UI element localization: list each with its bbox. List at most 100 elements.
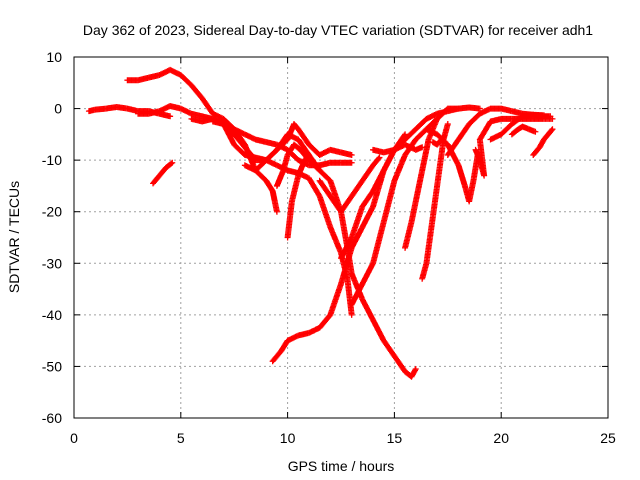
data-segment: [412, 168, 425, 205]
data-segment: [530, 145, 542, 158]
data-segment: [291, 141, 303, 152]
x-tick-label: 25: [600, 430, 616, 446]
data-segment: [177, 72, 194, 88]
data-segment: [370, 317, 387, 343]
series-track-d: [150, 159, 176, 187]
data-segment: [508, 127, 521, 138]
data-point: [348, 151, 355, 158]
series-track-l: [338, 131, 409, 262]
data-segment: [338, 246, 355, 287]
data-segment: [295, 136, 312, 157]
data-segment: [241, 144, 258, 163]
data-segment: [220, 121, 237, 137]
series-track-j: [284, 151, 312, 241]
data-segment: [434, 106, 450, 122]
data-segment: [455, 122, 472, 143]
series-track-t: [472, 115, 556, 179]
series-track-n: [370, 141, 426, 156]
data-segment: [359, 261, 376, 287]
data-segment: [408, 367, 419, 380]
data-segment: [316, 312, 333, 331]
data-segment: [380, 179, 398, 226]
data-segment: [508, 114, 525, 128]
y-tick-label: -60: [42, 410, 62, 426]
series-track-i: [273, 141, 323, 189]
data-segment: [269, 349, 284, 365]
data-segment: [263, 147, 279, 164]
data-segment: [466, 111, 482, 128]
data-point: [419, 144, 426, 151]
data-segment: [338, 194, 354, 215]
data-point: [316, 167, 323, 174]
data-segment: [162, 160, 175, 171]
data-segment: [380, 337, 397, 358]
y-tick-label: -20: [42, 204, 62, 220]
data-segment: [419, 261, 430, 282]
data-segment: [305, 175, 322, 198]
data-segment: [434, 131, 450, 147]
y-tick-label: -10: [42, 152, 62, 168]
data-point: [549, 115, 556, 122]
data-segment: [231, 141, 247, 157]
data-segment: [301, 153, 312, 164]
data-point: [402, 131, 409, 138]
data-segment: [305, 141, 322, 157]
chart-title: Day 362 of 2023, Sidereal Day-to-day VTE…: [83, 22, 593, 38]
data-segment: [273, 137, 290, 153]
data-segment: [370, 155, 382, 169]
data-segment: [427, 199, 438, 236]
data-segment: [327, 224, 344, 255]
data-segment: [188, 82, 205, 101]
data-point: [532, 128, 539, 135]
data-segment: [199, 95, 216, 116]
data-segment: [295, 126, 312, 147]
data-segment: [436, 137, 447, 174]
data-point: [167, 113, 174, 120]
data-point: [549, 126, 556, 133]
data-segment: [412, 127, 429, 143]
data-segment: [278, 338, 290, 354]
data-segment: [156, 165, 168, 179]
series-track-u: [487, 111, 547, 143]
data-segment: [402, 220, 415, 251]
data-segment: [359, 296, 376, 322]
data-segment: [402, 127, 418, 143]
data-segment: [150, 173, 162, 187]
data-point: [444, 121, 451, 128]
data-point: [273, 208, 280, 215]
series-track-g: [241, 121, 355, 174]
data-segment: [231, 131, 247, 150]
data-segment: [370, 220, 387, 267]
x-tick-label: 20: [493, 430, 509, 446]
data-segment: [412, 116, 429, 133]
data-segment: [359, 204, 376, 231]
data-segment: [348, 178, 365, 200]
data-point: [305, 151, 312, 158]
data-segment: [280, 153, 291, 174]
data-segment: [252, 158, 269, 174]
data-segment: [370, 168, 387, 195]
data-point: [455, 105, 462, 112]
data-segment: [476, 119, 493, 143]
data-segment: [327, 282, 344, 318]
data-segment: [348, 225, 365, 251]
series-track-v: [530, 126, 556, 158]
x-tick-label: 10: [280, 430, 296, 446]
data-point: [412, 366, 419, 373]
data-segment: [316, 177, 333, 199]
data-segment: [316, 193, 333, 229]
series-track-k: [316, 154, 383, 215]
data-point: [476, 105, 483, 112]
x-tick-label: 15: [387, 430, 403, 446]
x-tick-label: 5: [177, 430, 185, 446]
plot-frame: [73, 56, 609, 419]
data-segment: [391, 353, 408, 374]
y-tick-label: 10: [46, 49, 62, 65]
data-segment: [477, 137, 488, 179]
data-segment: [291, 121, 301, 132]
x-axis-label: GPS time / hours: [288, 458, 395, 474]
data-segment: [269, 188, 280, 214]
data-point: [348, 159, 355, 166]
y-tick-label: -40: [42, 307, 62, 323]
